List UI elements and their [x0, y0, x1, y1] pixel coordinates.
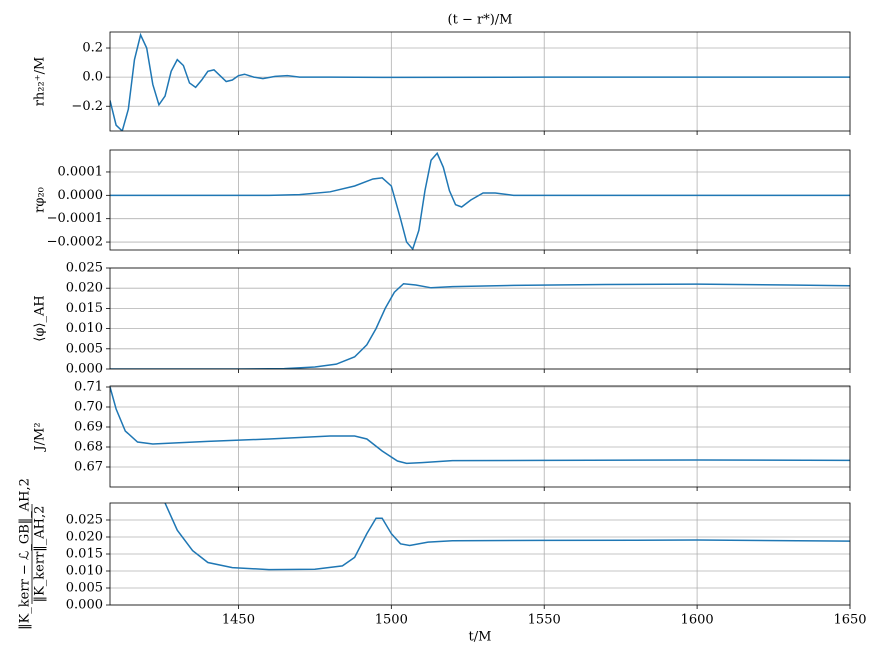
y-tick-label: −0.0001 — [47, 211, 103, 226]
y-tick-label: 0.69 — [74, 420, 103, 435]
y-tick-label: −0.0002 — [47, 235, 103, 250]
y-tick-label: 0.000 — [66, 362, 103, 377]
x-tick-label: 1450 — [222, 613, 255, 628]
y-tick-label: 0.010 — [66, 321, 103, 336]
x-label: t/M — [469, 630, 492, 645]
y-tick-label: 0.005 — [66, 581, 103, 596]
y-tick-label: 0.020 — [66, 281, 103, 296]
data-line — [110, 151, 850, 250]
y-tick-label: 0.0000 — [58, 188, 104, 203]
data-line — [110, 32, 850, 131]
frame — [109, 267, 851, 370]
y-tick-label: 0.0001 — [58, 164, 104, 179]
plot-area — [164, 503, 850, 571]
data-line — [164, 503, 850, 571]
plot-area — [110, 282, 850, 369]
y-tick-label: 0.015 — [66, 301, 103, 316]
y-label: rφ₂₀ — [33, 187, 48, 213]
y-tick-label: 0.005 — [66, 341, 103, 356]
x-tick-label: 1600 — [681, 613, 714, 628]
y-tick-label: 0.025 — [66, 261, 103, 276]
data-line — [110, 282, 850, 369]
y-tick-label: 0.015 — [66, 547, 103, 562]
frame — [109, 149, 851, 251]
y-tick-label: 0.0 — [82, 70, 103, 85]
data-line — [110, 386, 850, 465]
y-tick-label: 0.020 — [66, 530, 103, 545]
y-label: ⟨φ⟩_AH — [33, 295, 48, 341]
x-tick-label: 1550 — [528, 613, 561, 628]
frame — [109, 385, 851, 488]
y-tick-label: 0.70 — [74, 400, 103, 415]
y-tick-label: 0.67 — [74, 460, 103, 475]
y-tick-label: 0.68 — [74, 440, 103, 455]
y-tick-label: 0.71 — [74, 380, 103, 395]
y-label-denominator: ‖K_kerr‖_AH,2 — [33, 506, 48, 603]
x-tick-label: 1650 — [833, 613, 866, 628]
frame — [109, 502, 851, 606]
plot-area — [110, 32, 850, 131]
y-tick-label: 0.025 — [66, 513, 103, 528]
y-label: J/M² — [33, 422, 48, 452]
chart-title: (t − r*)/M — [448, 13, 513, 28]
y-tick-label: 0.000 — [66, 598, 103, 613]
plot-area — [110, 386, 850, 465]
y-tick-label: −0.2 — [71, 99, 103, 114]
frame — [109, 31, 851, 132]
x-tick-label: 1500 — [375, 613, 408, 628]
y-tick-label: 0.2 — [82, 41, 103, 56]
plot-area — [110, 151, 850, 250]
y-tick-label: 0.010 — [66, 564, 103, 579]
y-label: rh₂₂⁺/M — [33, 57, 48, 107]
y-label-numerator: ‖K_kerr − ℒ_GB‖_AH,2 — [18, 478, 33, 630]
